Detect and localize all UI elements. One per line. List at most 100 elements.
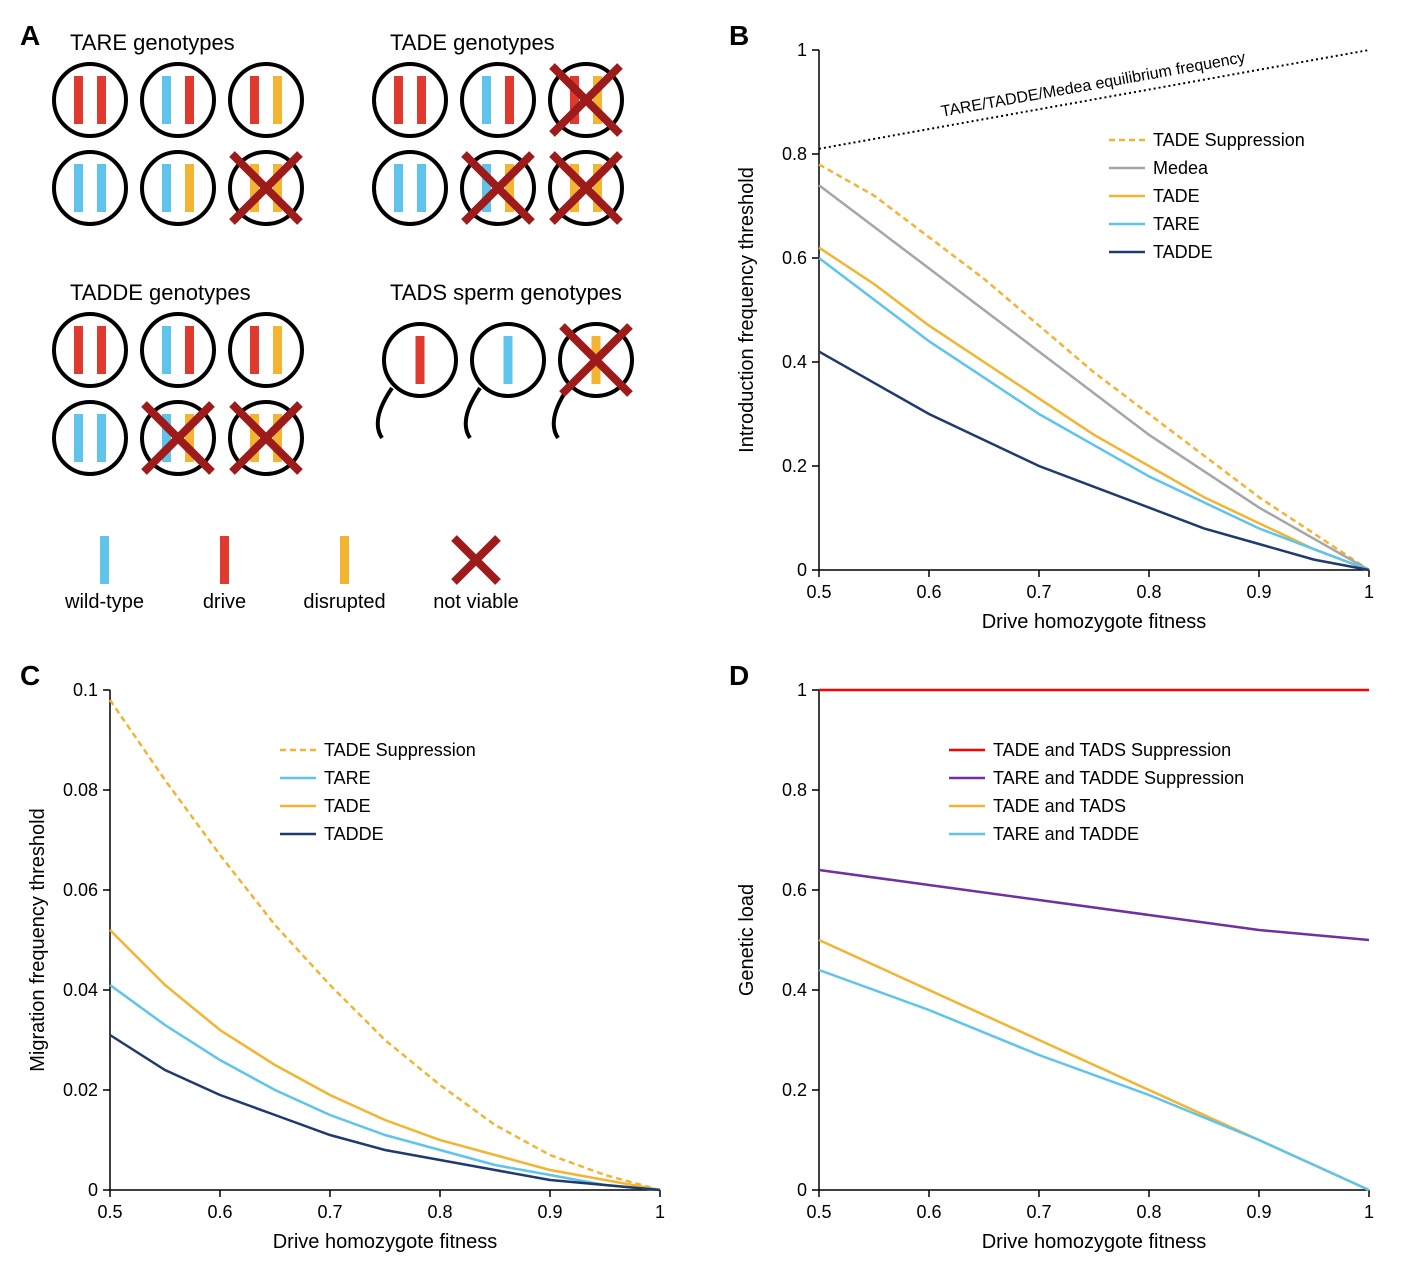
y-tick-label: 0.2 [782,456,807,476]
y-tick-label: 0.06 [63,880,98,900]
allele-bar [417,164,426,212]
genotype-cell [374,152,446,224]
allele-bar [74,76,83,124]
legend-label: Medea [1153,158,1209,178]
allele-bar [504,336,513,384]
genotype-cell [230,314,302,386]
legend-label: not viable [433,591,519,613]
y-tick-label: 0 [88,1180,98,1200]
panel-a: A TARE genotypesTADE genotypesTADDE geno… [20,20,689,640]
allele-bar [273,326,282,374]
allele-bar [250,76,259,124]
genotype-cell [54,64,126,136]
panel-c: C 0.50.60.70.80.9100.020.040.060.080.1Dr… [20,660,689,1260]
y-tick-label: 1 [797,680,807,700]
panel-a-label: A [20,20,40,52]
series-line [819,164,1369,570]
legend-label: TADE [324,796,371,816]
x-tick-label: 0.9 [1246,1202,1271,1222]
legend-label: TARE [1153,214,1200,234]
y-tick-label: 0 [797,560,807,580]
x-tick-label: 0.5 [97,1202,122,1222]
y-tick-label: 0.6 [782,880,807,900]
genotype-cell [142,152,214,224]
x-tick-label: 0.7 [1026,1202,1051,1222]
x-tick-label: 0.8 [1136,582,1161,602]
genotype-cell [374,64,446,136]
genotype-cell [142,314,214,386]
figure-grid: A TARE genotypesTADE genotypesTADDE geno… [20,20,1398,1260]
allele-bar [417,76,426,124]
x-tick-label: 0.8 [427,1202,452,1222]
panel-b: B 0.50.60.70.80.9100.20.40.60.81Drive ho… [729,20,1398,640]
allele-bar [97,164,106,212]
allele-bar [74,414,83,462]
x-axis-label: Drive homozygote fitness [273,1231,498,1253]
allele-bar [97,326,106,374]
legend-label: TADE Suppression [1153,130,1305,150]
allele-bar [162,164,171,212]
allele-bar [74,164,83,212]
panel-a-svg: TARE genotypesTADE genotypesTADDE genoty… [20,20,680,640]
y-axis-label: Migration frequency threshold [27,808,49,1071]
x-tick-label: 0.7 [1026,582,1051,602]
x-tick-label: 0.8 [1136,1202,1161,1222]
allele-bar [185,76,194,124]
legend-bar [220,536,229,584]
genotype-cell [142,64,214,136]
y-axis-label: Genetic load [736,884,758,996]
y-tick-label: 0.6 [782,248,807,268]
y-tick-label: 0.8 [782,144,807,164]
genotype-cell [54,314,126,386]
legend-bar [100,536,109,584]
y-tick-label: 0.1 [73,680,98,700]
legend-label: TADE and TADS Suppression [993,740,1231,760]
x-axis-label: Drive homozygote fitness [982,611,1207,633]
panel-b-label: B [729,20,749,52]
series-line [819,970,1369,1190]
y-tick-label: 0.4 [782,980,807,1000]
section-title: TARE genotypes [70,30,235,55]
allele-bar [394,164,403,212]
panel-b-svg: 0.50.60.70.80.9100.20.40.60.81Drive homo… [729,20,1389,640]
legend-label: TADE [1153,186,1200,206]
series-line [110,700,660,1190]
panel-c-label: C [20,660,40,692]
series-line [819,870,1369,940]
x-tick-label: 1 [1364,1202,1374,1222]
sperm-tail [466,388,480,438]
y-axis-label: Introduction frequency threshold [736,167,758,453]
legend-label: drive [203,591,246,613]
y-tick-label: 0.02 [63,1080,98,1100]
x-axis-label: Drive homozygote fitness [982,1231,1207,1253]
y-tick-label: 0.2 [782,1080,807,1100]
series-line [110,1035,660,1190]
allele-bar [97,76,106,124]
allele-bar [185,326,194,374]
legend-label: TADDE [1153,242,1213,262]
series-line [110,985,660,1190]
sperm-tail [378,388,392,438]
y-tick-label: 0 [797,1180,807,1200]
x-tick-label: 0.6 [207,1202,232,1222]
legend-label: wild-type [64,591,144,613]
allele-bar [482,76,491,124]
panel-c-svg: 0.50.60.70.80.9100.020.040.060.080.1Driv… [20,660,680,1260]
legend-label: TARE [324,768,371,788]
legend-label: disrupted [303,591,385,613]
genotype-cell [230,64,302,136]
section-title: TADDE genotypes [70,280,251,305]
x-tick-label: 0.5 [806,582,831,602]
allele-bar [273,76,282,124]
x-tick-label: 0.9 [1246,582,1271,602]
panel-d-svg: 0.50.60.70.80.9100.20.40.60.81Drive homo… [729,660,1389,1260]
x-tick-label: 0.5 [806,1202,831,1222]
x-tick-label: 0.7 [317,1202,342,1222]
x-tick-label: 0.6 [916,582,941,602]
allele-bar [250,326,259,374]
panel-d-label: D [729,660,749,692]
allele-bar [185,164,194,212]
panel-d: D 0.50.60.70.80.9100.20.40.60.81Drive ho… [729,660,1398,1260]
x-tick-label: 1 [1364,582,1374,602]
x-tick-label: 0.9 [537,1202,562,1222]
